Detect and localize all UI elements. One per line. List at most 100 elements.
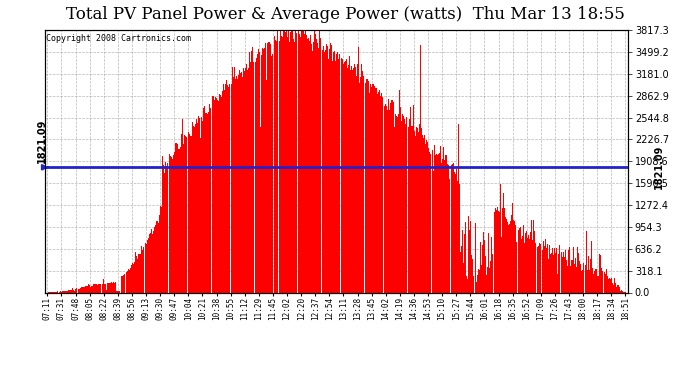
Bar (222, 91, 223, 292)
Bar (470, 231, 471, 292)
Bar (131, 265, 132, 292)
Bar (251, 51, 252, 292)
Bar (342, 58, 343, 292)
Bar (119, 290, 121, 292)
Bar (65, 291, 66, 292)
Bar (156, 221, 157, 292)
Bar (184, 135, 185, 292)
Bar (246, 64, 247, 292)
Bar (604, 272, 605, 292)
Bar (254, 58, 255, 292)
Bar (519, 228, 520, 292)
Bar (134, 262, 135, 292)
Bar (106, 290, 107, 292)
Bar (220, 95, 221, 292)
Bar (413, 105, 414, 292)
Bar (580, 264, 581, 292)
Bar (237, 80, 238, 292)
Bar (127, 271, 128, 292)
Bar (123, 275, 124, 292)
Bar (294, 42, 295, 292)
Bar (418, 132, 419, 292)
Bar (402, 123, 404, 292)
Bar (94, 284, 95, 292)
Bar (531, 241, 533, 292)
Bar (386, 106, 387, 292)
Bar (586, 231, 587, 292)
Bar (167, 163, 168, 292)
Bar (67, 291, 68, 292)
Bar (129, 270, 130, 292)
Bar (441, 153, 442, 292)
Bar (582, 270, 583, 292)
Bar (616, 286, 617, 292)
Bar (313, 42, 314, 292)
Bar (439, 153, 440, 292)
Bar (351, 66, 352, 292)
Bar (615, 283, 616, 292)
Bar (596, 268, 597, 292)
Bar (323, 46, 324, 292)
Bar (326, 44, 327, 292)
Bar (443, 147, 444, 292)
Bar (263, 49, 264, 292)
Bar (568, 250, 569, 292)
Bar (606, 269, 607, 292)
Bar (410, 107, 411, 292)
Bar (279, 41, 280, 292)
Bar (85, 286, 86, 292)
Bar (287, 37, 288, 292)
Bar (438, 154, 439, 292)
Bar (592, 268, 593, 292)
Bar (81, 288, 83, 292)
Bar (520, 227, 521, 292)
Bar (466, 276, 467, 292)
Bar (297, 30, 298, 292)
Bar (495, 208, 496, 292)
Bar (195, 124, 196, 292)
Bar (490, 261, 491, 292)
Bar (125, 275, 126, 292)
Bar (477, 269, 479, 292)
Bar (280, 30, 281, 292)
Bar (159, 215, 160, 292)
Bar (389, 110, 390, 292)
Bar (171, 157, 172, 292)
Bar (433, 171, 434, 292)
Bar (258, 49, 259, 292)
Bar (462, 230, 463, 292)
Bar (425, 144, 426, 292)
Bar (553, 255, 554, 292)
Bar (248, 52, 250, 292)
Bar (518, 230, 519, 292)
Bar (485, 256, 486, 292)
Bar (457, 182, 458, 292)
Bar (57, 291, 58, 292)
Bar (611, 279, 612, 292)
Bar (177, 150, 179, 292)
Bar (525, 233, 526, 292)
Bar (589, 270, 590, 292)
Bar (170, 156, 171, 292)
Bar (262, 48, 263, 292)
Bar (362, 71, 363, 292)
Bar (454, 172, 455, 292)
Bar (339, 53, 340, 292)
Bar (186, 137, 187, 292)
Bar (185, 136, 186, 292)
Bar (513, 220, 514, 292)
Bar (420, 45, 421, 292)
Bar (415, 136, 416, 292)
Bar (83, 287, 84, 292)
Bar (530, 232, 531, 292)
Bar (284, 31, 285, 292)
Bar (523, 225, 524, 292)
Text: 1821.09: 1821.09 (654, 145, 664, 189)
Bar (562, 256, 563, 292)
Bar (508, 240, 509, 292)
Bar (261, 55, 262, 292)
Bar (534, 231, 535, 292)
Bar (104, 284, 105, 292)
Bar (179, 149, 180, 292)
Bar (475, 223, 476, 292)
